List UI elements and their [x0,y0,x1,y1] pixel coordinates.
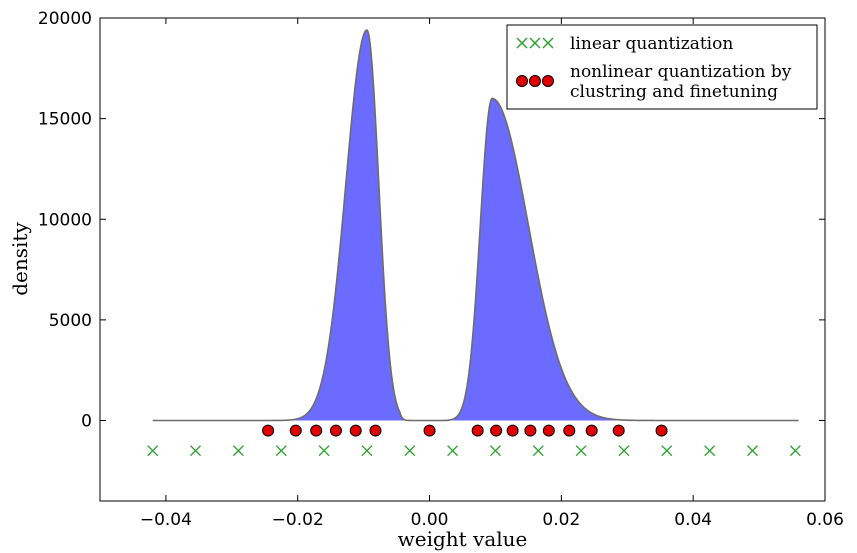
legend-label-nonlinear-line2: clustring and finetuning [570,82,778,102]
legend: linear quantization nonlinear quantizati… [506,24,818,110]
y-tick-label: 15000 [38,110,92,130]
nonlinear-quantization-point [369,424,382,437]
nonlinear-quantization-point [310,424,323,437]
legend-box [506,24,818,110]
density-line [152,29,799,422]
y-axis-title: density [8,222,32,296]
linear-quantization-point [232,445,244,457]
legend-linear-marker [529,37,541,49]
legend-label-linear: linear quantization [570,34,733,54]
x-axis-title: weight value [398,527,528,551]
density-layer [152,29,799,422]
legend-nonlinear-markers [516,75,554,87]
x-tick-label: 0.04 [674,510,712,530]
linear-quantization-point [575,445,587,457]
x-tick-label: 0.06 [806,510,844,530]
x-tick-label: −0.02 [272,510,324,530]
linear-quantization-point [318,445,330,457]
nonlinear-quantization-point [262,424,275,437]
linear-quantization-point [618,445,630,457]
legend-nonlinear-marker [542,75,554,87]
density-area [152,30,799,421]
linear-quantization-point [404,445,416,457]
linear-quantization-point [789,445,801,457]
linear-quantization-point [489,445,501,457]
x-tick-label: 0.00 [411,510,449,530]
nonlinear-quantization-point [612,424,625,437]
legend-linear-markers [516,37,554,49]
legend-linear-marker [542,37,554,49]
legend-nonlinear-marker [529,75,541,87]
nonlinear-quantization-point [563,424,576,437]
points-layer [147,424,801,457]
linear-quantization-point [447,445,459,457]
legend-linear-marker [516,37,528,49]
linear-quantization-point [661,445,673,457]
linear-quantization-point [747,445,758,457]
nonlinear-quantization-point [329,424,342,437]
nonlinear-quantization-point [506,424,519,437]
nonlinear-quantization-point [349,424,362,437]
nonlinear-quantization-point [655,424,668,437]
linear-quantization-point [190,445,202,457]
y-tick-label: 10000 [38,210,92,230]
nonlinear-quantization-point [471,424,484,437]
x-tick-label: −0.04 [140,510,192,530]
nonlinear-quantization-point [542,424,555,437]
linear-quantization-point [275,445,287,457]
nonlinear-quantization-point [585,424,598,437]
nonlinear-quantization-point [423,424,436,437]
y-tick-label: 0 [81,412,92,432]
legend-nonlinear-marker [516,75,528,87]
legend-label-nonlinear-line1: nonlinear quantization by [570,62,792,82]
linear-quantization-point [361,445,373,457]
y-tick-label: 5000 [49,311,92,331]
nonlinear-quantization-point [289,424,302,437]
y-tick-label: 20000 [38,9,92,29]
ticks-layer: −0.04 −0.02 0.00 0.02 0.04 0.06 0 5000 10000 1500… [38,9,844,530]
linear-quantization-point [147,445,159,457]
linear-quantization-point [532,445,544,457]
x-tick-label: 0.02 [542,510,580,530]
nonlinear-quantization-point [490,424,503,437]
linear-quantization-point [704,445,716,457]
plot-frame [99,17,826,502]
nonlinear-quantization-point [524,424,537,437]
